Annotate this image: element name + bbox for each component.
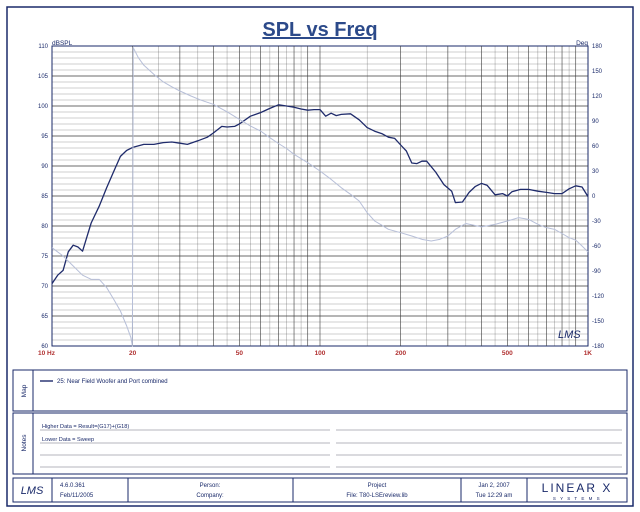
y-left-tick-label: 100: [38, 104, 49, 110]
x-tick-label: 200: [395, 350, 406, 357]
y-left-tick-label: 70: [41, 284, 48, 290]
left-axis-unit: dBSPL: [52, 40, 73, 47]
footer-time: Tue 12:29 am: [476, 493, 513, 499]
notes-box: [12, 412, 628, 475]
notes-rules: [40, 429, 622, 468]
x-tick-label: 100: [315, 350, 326, 357]
x-tick-label: 1K: [584, 350, 593, 357]
y-left-tick-label: 65: [41, 314, 48, 320]
y-left-tick-label: 75: [41, 254, 48, 260]
plot-grid: [52, 46, 588, 346]
y-right-tick-label: -180: [592, 344, 605, 350]
notes-side-label: Notes: [21, 434, 28, 452]
y-right-tick-label: 0: [592, 194, 596, 200]
legend-box: [12, 369, 628, 412]
y-right-tick-label: -30: [592, 219, 601, 225]
axis-ticks: 110 105 100 95 90 85 80 75 70 65 60 180 150 120 90 60 30…: [38, 44, 605, 357]
y-right-tick-label: 90: [592, 119, 599, 125]
x-tick-label: 10 Hz: [38, 350, 56, 357]
footer-box: [12, 477, 628, 503]
y-left-tick-label: 95: [41, 134, 48, 140]
y-right-tick-label: -90: [592, 269, 601, 275]
footer-version: 4.6.0.361: [60, 483, 86, 489]
y-left-tick-label: 60: [41, 344, 48, 350]
x-tick-label: 20: [129, 350, 137, 357]
footer-person-label: Person:: [200, 483, 221, 489]
y-left-tick-label: 90: [41, 164, 48, 170]
y-right-tick-label: 150: [592, 69, 603, 75]
x-tick-label: 500: [502, 350, 513, 357]
footer-company-label: Company:: [196, 493, 224, 499]
y-right-tick-label: -60: [592, 244, 601, 250]
notes-line: Lower Data = Sweep: [42, 437, 94, 443]
x-tick-label: 50: [236, 350, 244, 357]
y-left-tick-label: 105: [38, 74, 49, 80]
phase-series-line: [51, 47, 589, 347]
footer-version-date: Feb/11/2005: [60, 493, 94, 499]
footer-brand: LINEAR X: [542, 481, 613, 495]
spl-series-line: [51, 104, 589, 284]
series-layer: [51, 47, 589, 347]
y-left-tick-label: 110: [38, 44, 48, 50]
y-left-tick-label: 80: [41, 224, 48, 230]
y-right-tick-label: 180: [592, 44, 603, 50]
y-right-tick-label: 30: [592, 169, 599, 175]
footer-brand-sub: S Y S T E M S: [553, 496, 601, 501]
footer-date: Jan 2, 2007: [478, 483, 510, 489]
chart-title: SPL vs Freq: [262, 19, 377, 41]
legend-entry: 25: Near Field Woofer and Port combined: [57, 379, 168, 385]
plot-area: 110 105 100 95 90 85 80 75 70 65 60 180 150 120 90 60 30…: [38, 44, 605, 357]
notes-line: Higher Data = Result=(G17)+(G18): [42, 424, 129, 430]
footer-logo: LMS: [21, 485, 44, 497]
footer-file-label: File: T80-LSEreview.lib: [346, 493, 408, 499]
y-right-tick-label: -120: [592, 294, 605, 300]
y-right-tick-label: 60: [592, 144, 599, 150]
y-right-tick-label: -150: [592, 319, 605, 325]
plot-logo: LMS: [558, 329, 581, 341]
footer-project-label: Project: [368, 483, 387, 489]
y-left-tick-label: 85: [41, 194, 48, 200]
legend-side-label: Map: [21, 384, 28, 397]
y-right-tick-label: 120: [592, 94, 603, 100]
right-axis-unit: Deg: [576, 40, 588, 47]
